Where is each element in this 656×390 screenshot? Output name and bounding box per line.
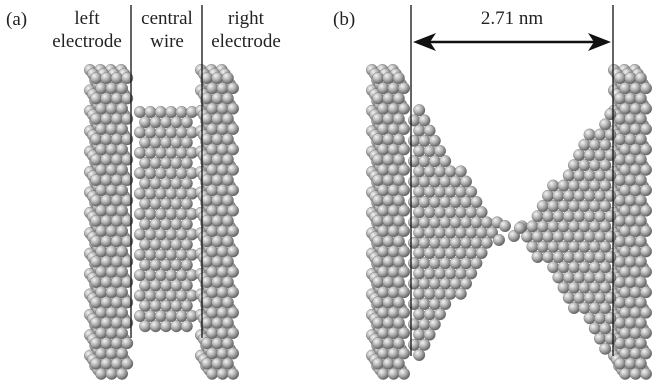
- panel-a-atoms: [84, 64, 239, 380]
- central-wire-label-2: wire: [150, 31, 184, 52]
- right-electrode-label-1: right: [228, 8, 264, 29]
- panel-b-tag: (b): [333, 9, 356, 30]
- gap-arrow: [413, 33, 611, 51]
- left-electrode-label-2: electrode: [52, 31, 122, 52]
- central-wire-label-1: central: [141, 8, 193, 29]
- panel-b-atoms: [366, 64, 652, 380]
- arrowhead-left: [413, 33, 436, 51]
- arrowhead-right: [588, 33, 611, 51]
- panel-a-tag: (a): [6, 9, 28, 30]
- right-electrode-label-2: electrode: [211, 31, 281, 52]
- left-electrode-label-1: left: [74, 8, 100, 29]
- region-divider-lines: [130, 5, 614, 356]
- gap-distance-label: 2.71 nm: [480, 8, 544, 29]
